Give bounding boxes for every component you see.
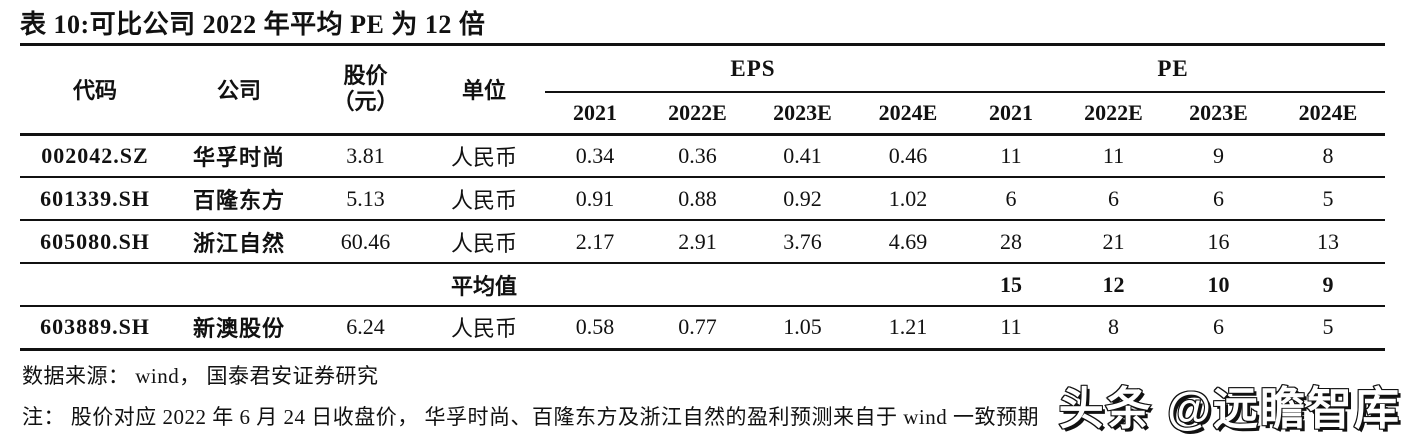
cell-price: 6.24 [308,306,423,351]
cell-eps-2022e: 0.77 [645,306,750,351]
cell-eps-2023e: 0.92 [750,177,855,221]
cell-code: 002042.SZ [20,134,170,178]
year-header-eps-2024e: 2024E [855,92,961,136]
cell-unit: 人民币 [423,134,545,178]
year-header-pe-2023e: 2023E [1166,92,1271,136]
cell-company [170,263,308,307]
cell-eps-2022e: 0.88 [645,177,750,221]
cell-pe-2024e: 8 [1271,134,1386,178]
cell-pe-2024e: 13 [1271,220,1386,264]
cell-eps-2024e [855,263,961,307]
cell-pe-2023e: 6 [1166,177,1271,221]
year-header-pe-2021: 2021 [961,92,1061,136]
cell-eps-2021: 0.34 [545,134,645,178]
cell-unit: 人民币 [423,220,545,264]
cell-unit: 人民币 [423,306,545,351]
cell-company: 百隆东方 [170,177,308,221]
cell-code: 605080.SH [20,220,170,264]
cell-pe-2022e: 6 [1061,177,1166,221]
cell-eps-2024e: 4.69 [855,220,961,264]
cell-pe-2022e: 8 [1061,306,1166,351]
year-header-eps-2021: 2021 [545,92,645,136]
cell-unit: 人民币 [423,177,545,221]
group-header-pe: PE [961,46,1386,93]
watermark-toutiao-yuanzhan: 头条 @远瞻智库 [1058,382,1401,435]
average-label: 平均值 [423,263,545,307]
cell-eps-2024e: 1.21 [855,306,961,351]
cell-eps-2024e: 1.02 [855,177,961,221]
cell-eps-2021: 0.58 [545,306,645,351]
cell-company: 华孚时尚 [170,134,308,178]
year-header-eps-2022e: 2022E [645,92,750,136]
cell-price: 60.46 [308,220,423,264]
table-row-xinao: 603889.SH 新澳股份 6.24 人民币 0.58 0.77 1.05 1… [20,306,1386,351]
cell-price [308,263,423,307]
col-header-code: 代码 [20,46,170,136]
cell-pe-2021: 11 [961,306,1061,351]
table-row-average: 平均值 15 12 10 9 [20,263,1386,307]
cell-eps-2023e: 0.41 [750,134,855,178]
cell-code [20,263,170,307]
cell-eps-2021: 2.17 [545,220,645,264]
table-row-zhejiang: 605080.SH 浙江自然 60.46 人民币 2.17 2.91 3.76 … [20,220,1386,264]
cell-code: 603889.SH [20,306,170,351]
cell-pe-2023e: 9 [1166,134,1271,178]
cell-pe-2024e: 5 [1271,306,1386,351]
cell-eps-2022e [645,263,750,307]
cell-eps-2022e: 2.91 [645,220,750,264]
table-row-bailong: 601339.SH 百隆东方 5.13 人民币 0.91 0.88 0.92 1… [20,177,1386,221]
cell-code: 601339.SH [20,177,170,221]
price-label-line1: 股价 [343,63,388,89]
cell-company: 浙江自然 [170,220,308,264]
cell-pe-2023e: 6 [1166,306,1271,351]
header-years-row: 2021 2022E 2023E 2024E 2021 2022E 2023E … [20,92,1386,136]
year-header-pe-2024e: 2024E [1271,92,1386,136]
cell-pe-2024e: 9 [1271,263,1386,307]
cell-eps-2023e [750,263,855,307]
cell-pe-2021: 28 [961,220,1061,264]
cell-pe-2022e: 21 [1061,220,1166,264]
year-header-pe-2022e: 2022E [1061,92,1166,136]
data-source-text: 数据来源： wind， 国泰君安证券研究 [22,363,379,388]
cell-eps-2023e: 1.05 [750,306,855,351]
cell-eps-2024e: 0.46 [855,134,961,178]
cell-pe-2021: 11 [961,134,1061,178]
col-header-unit: 单位 [423,46,545,136]
cell-eps-2022e: 0.36 [645,134,750,178]
col-header-company: 公司 [170,46,308,136]
footnote-text: 注： 股价对应 2022 年 6 月 24 日收盘价， 华孚时尚、百隆东方及浙江… [22,404,1039,429]
cell-pe-2021: 15 [961,263,1061,307]
cell-pe-2024e: 5 [1271,177,1386,221]
cell-price: 3.81 [308,134,423,178]
comparable-companies-table: 代码 公司 股价 （元） 单位 EPS PE 2021 2022E 2023E … [20,46,1386,351]
cell-pe-2022e: 11 [1061,134,1166,178]
col-header-price: 股价 （元） [308,46,423,136]
group-header-eps: EPS [545,46,961,93]
cell-pe-2023e: 10 [1166,263,1271,307]
table-title: 表 10:可比公司 2022 年平均 PE 为 12 倍 [20,10,1385,46]
cell-pe-2023e: 16 [1166,220,1271,264]
header-group-row: 代码 公司 股价 （元） 单位 EPS PE [20,46,1386,136]
cell-pe-2022e: 12 [1061,263,1166,307]
year-header-eps-2023e: 2023E [750,92,855,136]
cell-pe-2021: 6 [961,177,1061,221]
cell-eps-2023e: 3.76 [750,220,855,264]
cell-eps-2021: 0.91 [545,177,645,221]
table-row-huafu: 002042.SZ 华孚时尚 3.81 人民币 0.34 0.36 0.41 0… [20,134,1386,178]
report-table-page: 表 10:可比公司 2022 年平均 PE 为 12 倍 代码 公司 股价 （元… [0,10,1407,437]
price-label-line2: （元） [332,89,399,115]
cell-company: 新澳股份 [170,306,308,351]
cell-eps-2021 [545,263,645,307]
cell-price: 5.13 [308,177,423,221]
